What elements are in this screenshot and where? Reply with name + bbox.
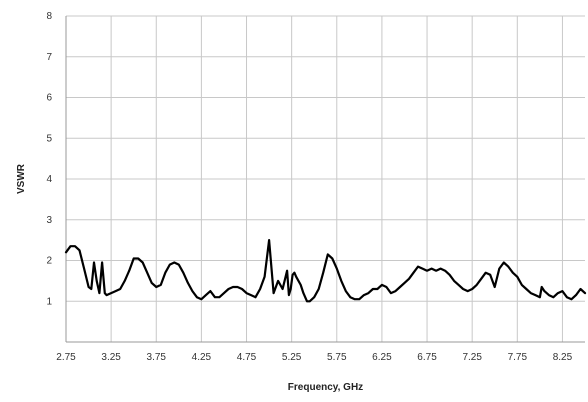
- x-tick-label: 7.25: [462, 352, 482, 363]
- x-tick-label: 5.25: [282, 352, 302, 363]
- y-tick-labels: 1 2 3 4 5 6 7 8: [46, 11, 52, 307]
- x-tick-label: 2.75: [56, 352, 76, 363]
- vswr-series-line: [64, 239, 587, 303]
- x-tick-label: 7.75: [508, 352, 528, 363]
- y-tick-label: 5: [46, 133, 52, 144]
- x-tick-label: 6.25: [372, 352, 392, 363]
- x-tick-label: 6.75: [417, 352, 437, 363]
- x-tick-label: 5.75: [327, 352, 347, 363]
- y-tick-label: 3: [46, 215, 52, 226]
- x-tick-labels: 2.75 3.25 3.75 4.25 4.75 5.25 5.75 6.25 6.75 7.25…: [56, 352, 572, 363]
- y-tick-label: 4: [46, 174, 52, 185]
- y-tick-label: 2: [46, 256, 52, 267]
- x-tick-label: 4.75: [237, 352, 257, 363]
- horizontal-gridlines: [66, 15, 585, 302]
- x-tick-label: 8.25: [553, 352, 573, 363]
- y-tick-label: 6: [46, 93, 52, 104]
- y-axis-label: VSWR: [16, 163, 27, 194]
- y-tick-label: 8: [46, 11, 52, 22]
- x-tick-label: 4.25: [192, 352, 212, 363]
- x-tick-label: 3.25: [101, 352, 121, 363]
- x-axis-label: Frequency, GHz: [288, 382, 363, 393]
- y-tick-label: 1: [46, 296, 52, 307]
- x-tick-label: 3.75: [147, 352, 167, 363]
- y-tick-label: 7: [46, 52, 52, 63]
